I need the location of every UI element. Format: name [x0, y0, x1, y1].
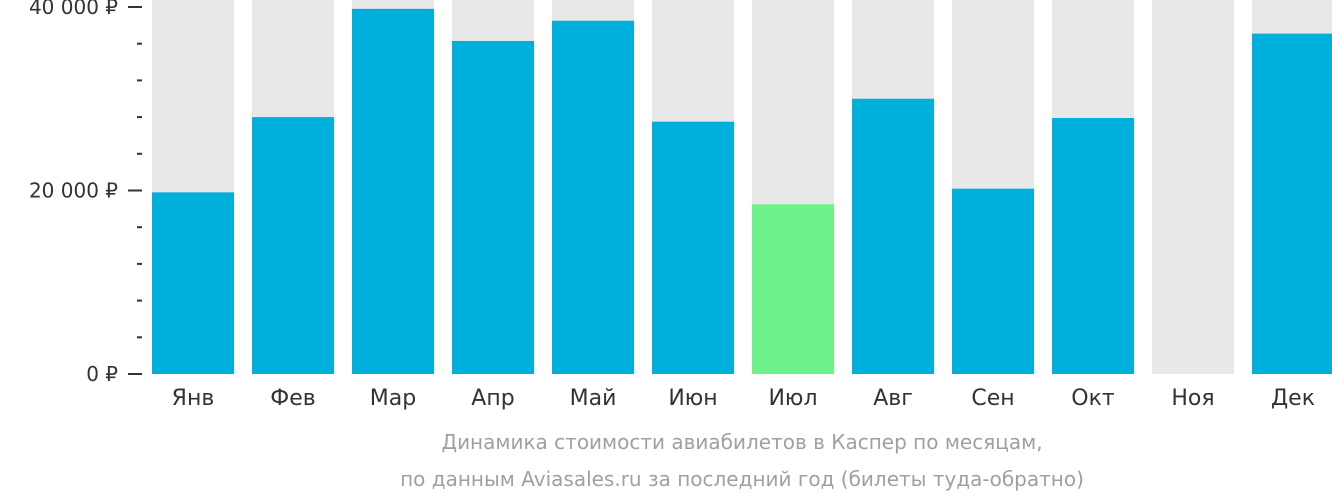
bar-5 [652, 121, 734, 374]
x-tick-label: Ноя [1171, 386, 1214, 411]
bar-3 [452, 40, 534, 374]
x-tick-label: Дек [1271, 386, 1315, 411]
bar-6 [752, 204, 834, 374]
x-tick-label: Авг [873, 386, 913, 411]
chart-caption-line-1: Динамика стоимости авиабилетов в Каспер … [441, 430, 1043, 454]
bar-7 [852, 98, 934, 374]
bar-11 [1252, 33, 1332, 375]
y-tick-label: 40 000 ₽ [29, 0, 118, 19]
background-bar-10 [1152, 0, 1234, 374]
x-tick-label: Янв [172, 386, 215, 411]
bar-0 [152, 192, 234, 374]
y-tick-label: 0 ₽ [86, 362, 118, 386]
x-tick-label: Сен [971, 386, 1014, 411]
y-tick-label: 20 000 ₽ [29, 179, 118, 203]
bar-9 [1052, 118, 1134, 374]
x-axis-labels: Янв Фев Мар Апр Май Июн Июл Авг Сен Окт Ноя Дек [172, 386, 1315, 411]
x-tick-label: Мар [370, 386, 416, 411]
x-tick-label: Апр [471, 386, 514, 411]
bar-2 [352, 8, 434, 375]
x-tick-label: Окт [1071, 386, 1115, 411]
bar-1 [252, 117, 334, 374]
bar-8 [952, 188, 1034, 374]
x-tick-label: Фев [270, 386, 315, 411]
y-axis: 0 ₽ 20 000 ₽ 40 000 ₽ [29, 0, 142, 386]
chart-caption-line-2: по данным Aviasales.ru за последний год … [400, 467, 1084, 491]
bar-4 [552, 20, 634, 374]
x-tick-label: Июн [668, 386, 717, 411]
x-tick-label: Май [570, 386, 617, 411]
price-bars [152, 8, 1332, 375]
x-tick-label: Июл [768, 386, 817, 411]
